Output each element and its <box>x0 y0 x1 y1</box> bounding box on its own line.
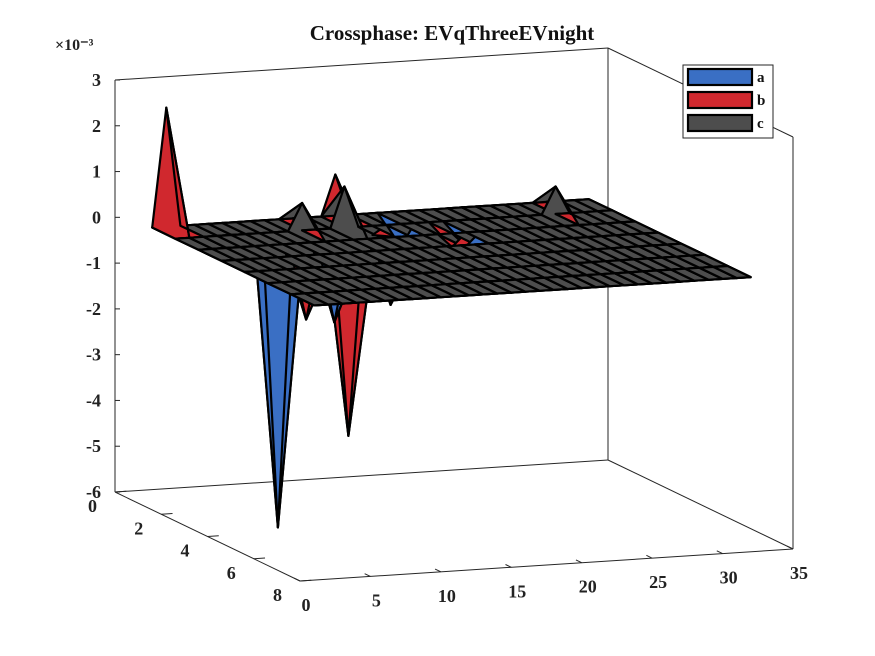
x-tick-label: 15 <box>508 581 526 601</box>
y-tick-mark <box>253 557 266 560</box>
z-tick-label: -5 <box>86 436 101 456</box>
surfaces <box>151 106 752 529</box>
z-tick-label: 2 <box>92 116 101 136</box>
y-tick-mark <box>114 490 127 493</box>
legend-label-b: b <box>757 93 765 109</box>
z-tick-label: 1 <box>92 162 101 182</box>
x-tick-mark <box>505 564 512 568</box>
x-tick-mark <box>434 568 442 573</box>
y-tick-mark <box>161 513 173 515</box>
legend-swatch-b <box>686 90 754 110</box>
x-tick-label: 10 <box>438 586 456 606</box>
y-tick-label: 4 <box>181 541 190 561</box>
z-tick-label: 0 <box>92 207 101 227</box>
chart-title: Crossphase: EVqThreeEVnight <box>310 21 595 45</box>
legend-swatch-a <box>686 67 754 87</box>
y-tick-label: 2 <box>134 518 143 538</box>
x-tick-label: 20 <box>579 577 597 597</box>
z-tick-label: -6 <box>86 482 101 502</box>
legend-label-a: a <box>757 70 765 86</box>
z-tick-label: 3 <box>92 70 101 90</box>
x-tick-label: 5 <box>372 590 381 610</box>
axis-line-right-bottom <box>607 459 794 550</box>
z-tick-label: -1 <box>86 253 101 273</box>
axis-line-back-bottom <box>114 459 609 493</box>
x-tick-label: 0 <box>302 595 311 615</box>
x-tick-label: 35 <box>790 563 808 583</box>
legend-swatch-c <box>686 113 754 133</box>
x-tick-label: 30 <box>720 568 738 588</box>
z-tick-label: -2 <box>86 299 101 319</box>
surface-face-series-c <box>712 264 752 280</box>
y-tick-label: 8 <box>273 585 282 605</box>
z-axis: 3 2 1 0 -1 -2 -3 -4 -5 -6 <box>86 70 120 502</box>
x-tick-mark <box>364 573 371 577</box>
x-tick-label: 25 <box>649 572 667 592</box>
y-tick-mark <box>299 579 312 582</box>
z-tick-label: -3 <box>86 345 101 365</box>
axis-line-back-top <box>114 47 609 81</box>
x-tick-mark <box>787 545 794 550</box>
z-axis-exponent-label: ×10⁻³ <box>55 37 94 54</box>
y-axis: 0 2 4 6 8 <box>88 490 312 605</box>
legend-label-c: c <box>757 116 764 132</box>
x-tick-mark <box>294 577 301 582</box>
z-tick-label: -4 <box>86 390 101 410</box>
y-tick-label: 6 <box>227 563 236 583</box>
legend: abc <box>682 64 774 139</box>
y-tick-label: 0 <box>88 496 97 516</box>
y-tick-mark <box>207 535 219 537</box>
axis-line-x-front <box>299 548 794 582</box>
x-axis: 0 5 10 15 20 25 30 35 <box>294 545 808 615</box>
x-tick-mark <box>646 554 653 559</box>
x-tick-mark <box>575 559 582 564</box>
x-tick-mark <box>716 550 723 555</box>
